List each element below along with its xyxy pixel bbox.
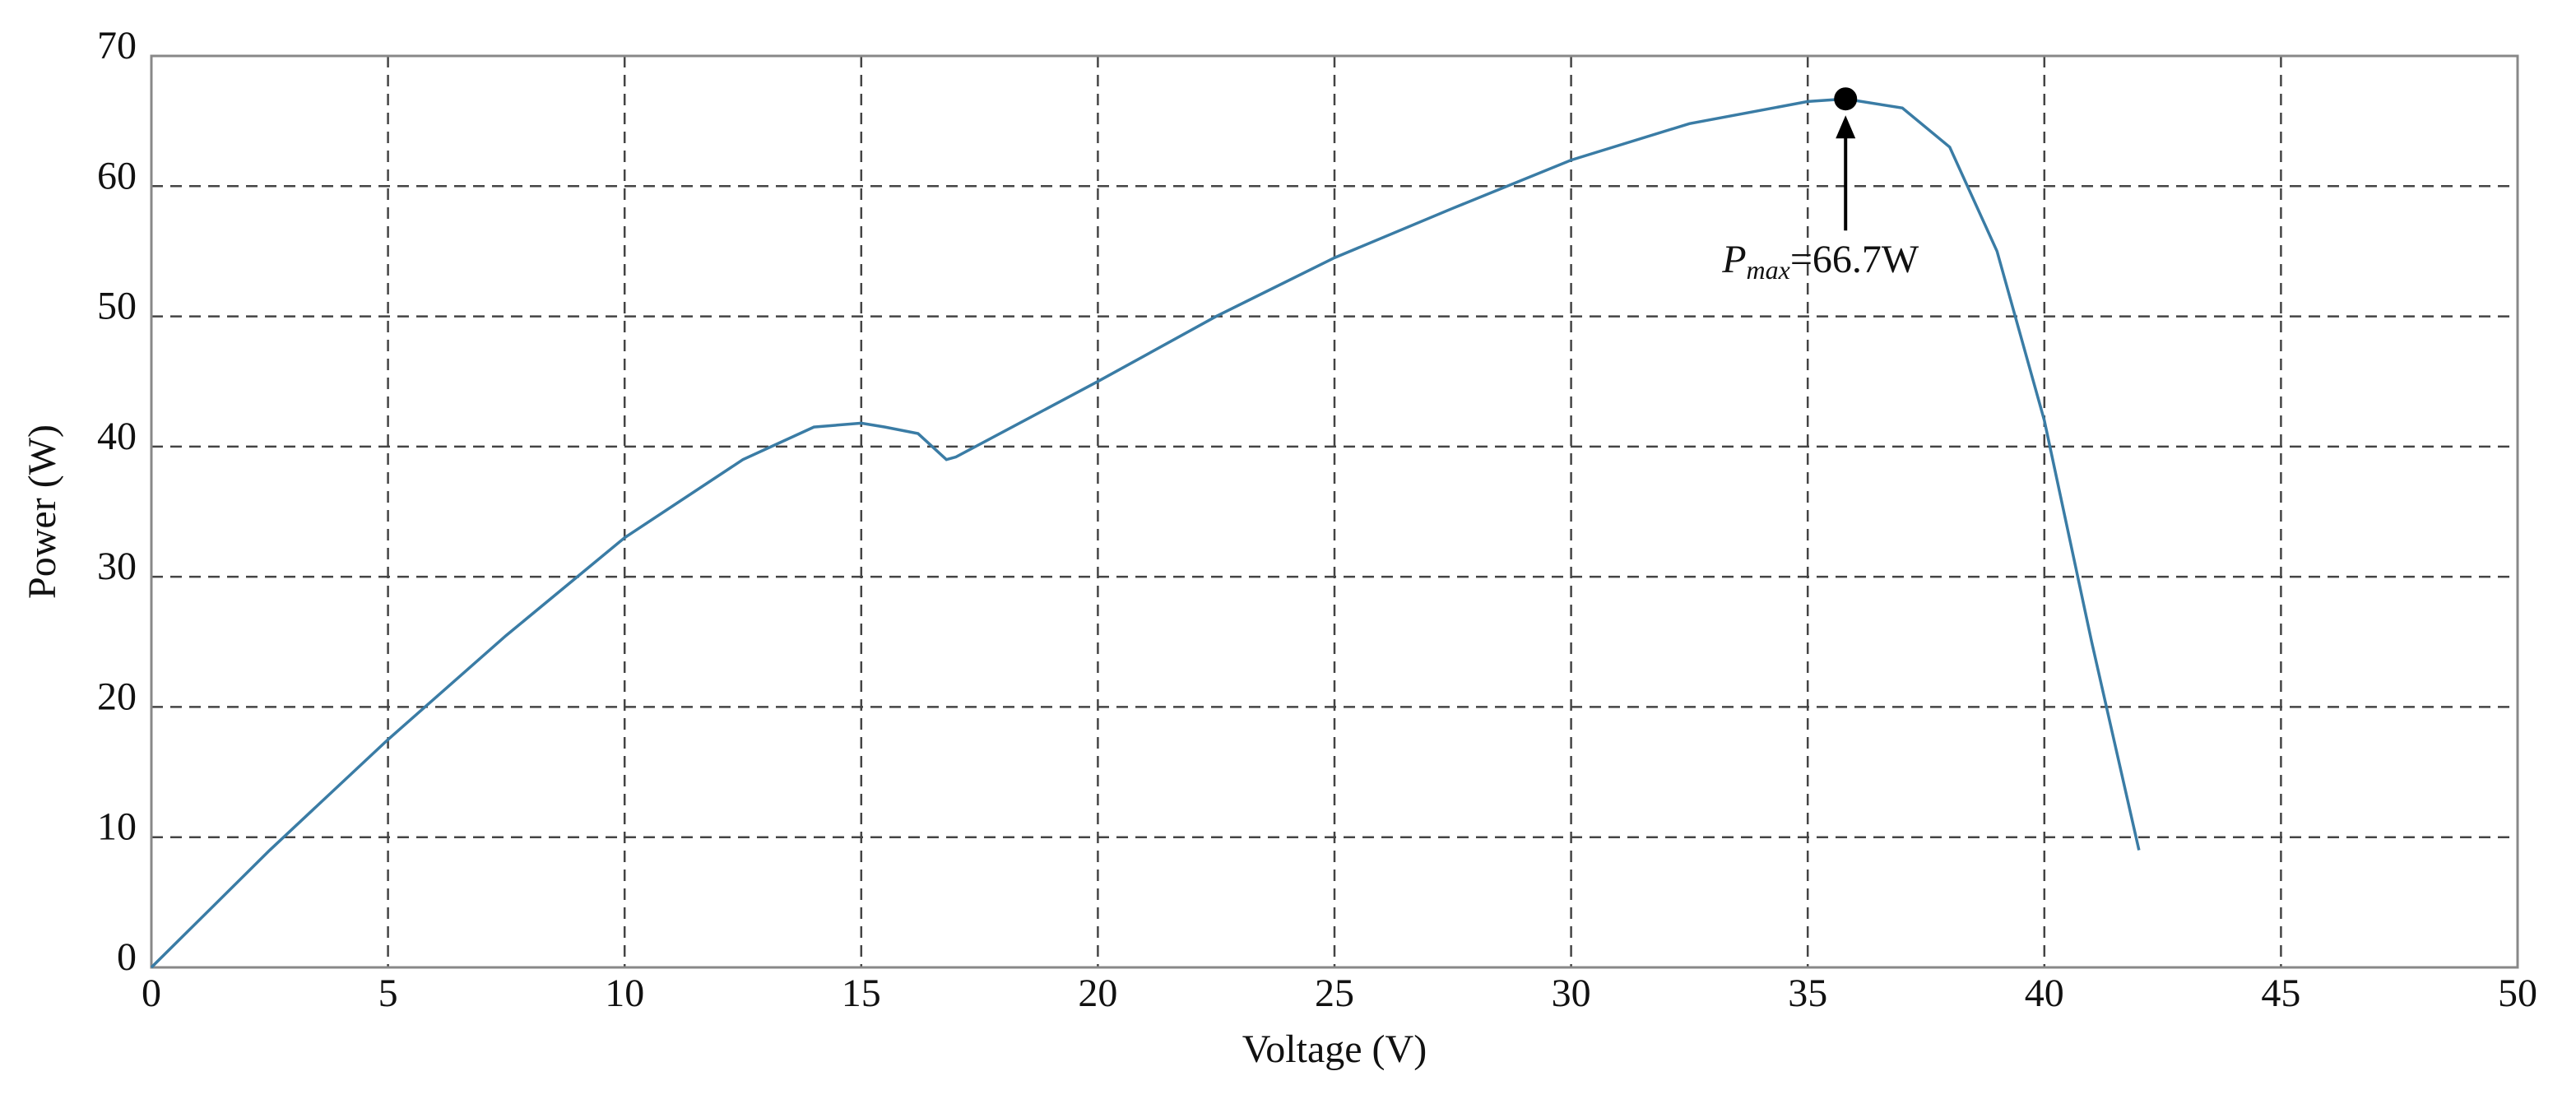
- y-tick-label: 70: [97, 24, 137, 67]
- x-tick-label: 45: [2261, 972, 2300, 1015]
- y-tick-label: 40: [97, 415, 137, 458]
- x-tick-label: 40: [2025, 972, 2064, 1015]
- annotation-symbol: P: [1721, 238, 1746, 281]
- y-tick-label: 10: [97, 805, 137, 849]
- x-tick-label: 15: [842, 972, 881, 1015]
- x-tick-label: 50: [2498, 972, 2537, 1015]
- y-tick-label: 60: [97, 154, 137, 197]
- x-tick-label: 30: [1552, 972, 1591, 1015]
- line-series: [150, 97, 2141, 969]
- annotation-label: Pmax=66.7W: [1721, 238, 1919, 285]
- x-tick-label: 35: [1788, 972, 1827, 1015]
- annotation-subscript: max: [1747, 256, 1790, 285]
- x-axis-label: Voltage (V): [1242, 1027, 1427, 1071]
- x-tick-label: 20: [1078, 972, 1117, 1015]
- y-tick-label: 0: [117, 935, 137, 979]
- y-tick-label: 50: [97, 285, 137, 328]
- max-point: [1834, 87, 1858, 111]
- y-tick-label: 30: [97, 545, 137, 588]
- arrow-head: [1836, 115, 1856, 139]
- x-tick-label: 25: [1315, 972, 1354, 1015]
- x-tick-label: 10: [605, 972, 644, 1015]
- y-axis-label: Power (W): [21, 424, 64, 599]
- plot-frame: [150, 54, 2519, 969]
- y-tick-label: 20: [97, 675, 137, 718]
- annotation-text: =66.7W: [1790, 238, 1919, 281]
- x-tick-label: 5: [378, 972, 398, 1015]
- x-tick-label: 0: [142, 972, 161, 1015]
